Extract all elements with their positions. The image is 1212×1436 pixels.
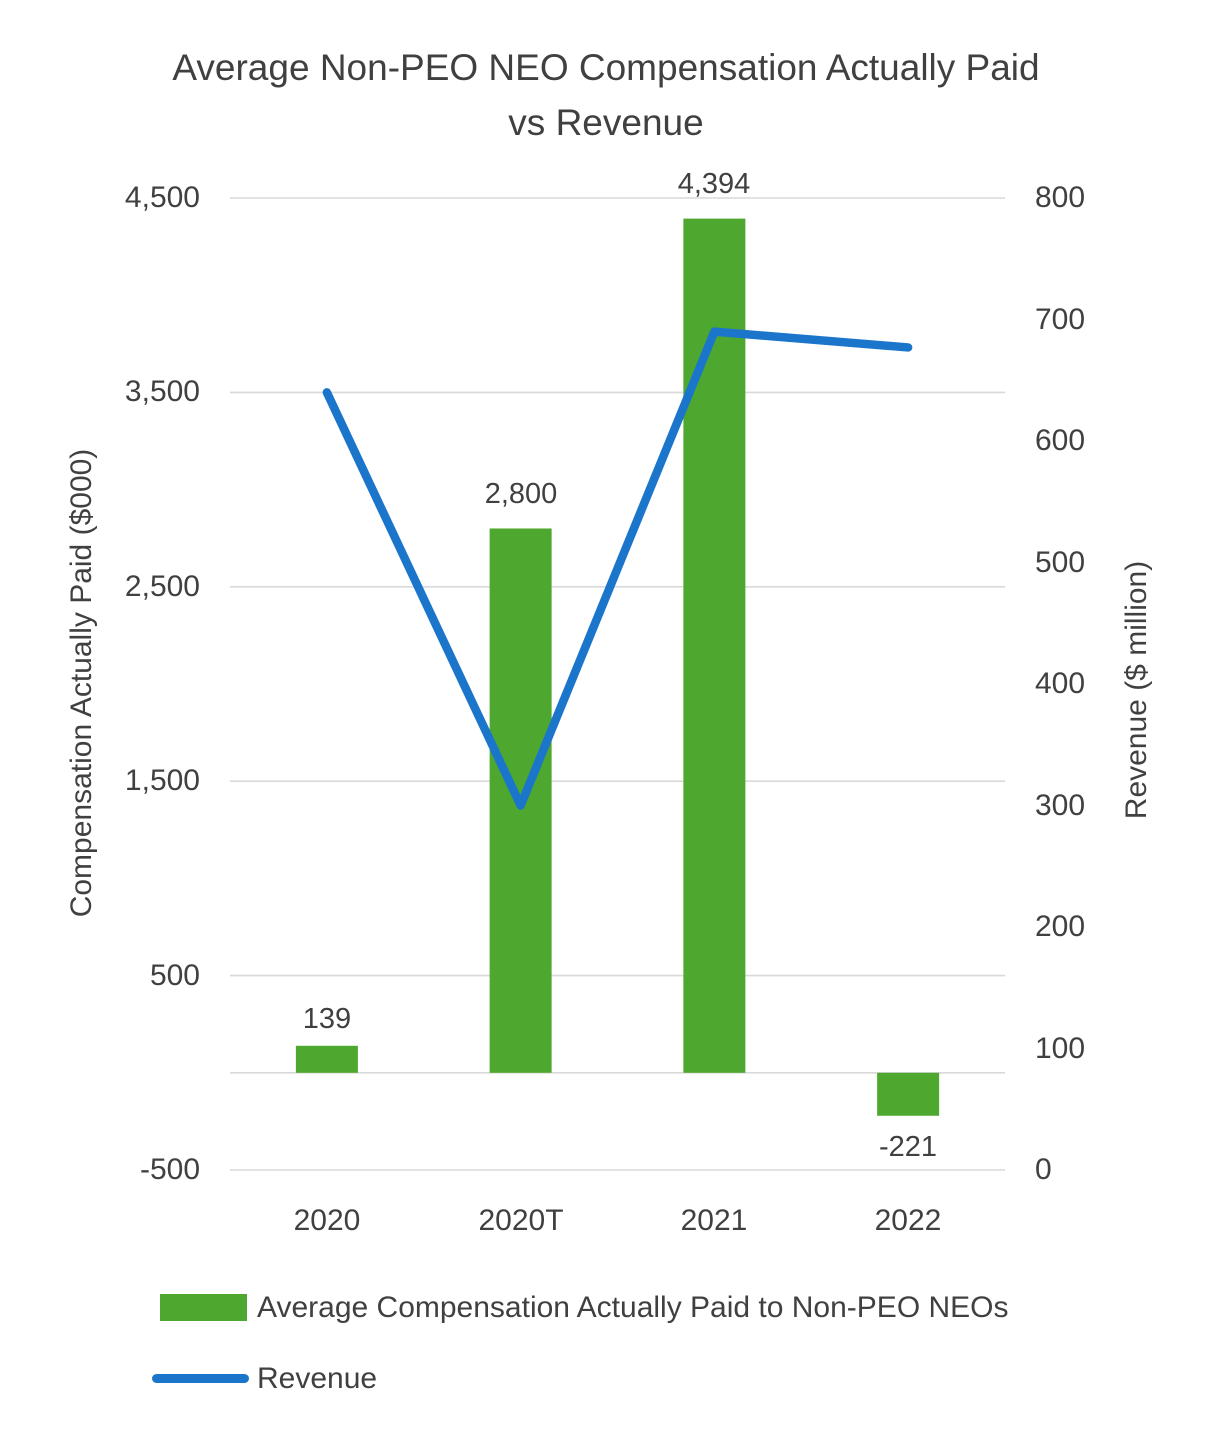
right-axis-tick: 400 xyxy=(1035,667,1086,700)
right-axis-tick: 0 xyxy=(1035,1153,1052,1186)
chart-title: Average Non-PEO NEO Compensation Actuall… xyxy=(172,47,1040,143)
right-axis-tick: 100 xyxy=(1035,1032,1086,1065)
right-axis-tick: 700 xyxy=(1035,303,1086,336)
legend-label-bar: Average Compensation Actually Paid to No… xyxy=(257,1291,1009,1324)
legend-swatch-line xyxy=(152,1374,249,1383)
category-label: 2020T xyxy=(478,1204,564,1237)
left-axis-tick: 3,500 xyxy=(124,375,200,408)
left-axis-tick: 2,500 xyxy=(124,570,200,603)
left-axis-tick: 4,500 xyxy=(124,181,200,214)
legend-swatch-bar xyxy=(160,1294,247,1321)
bar-2020 xyxy=(295,1045,358,1073)
bar-2021 xyxy=(683,218,746,1073)
right-axis-tick: 300 xyxy=(1035,789,1086,822)
bar-data-label: 2,800 xyxy=(484,478,558,510)
left-axis-tick: -500 xyxy=(139,1153,200,1186)
left-axis-tick: 500 xyxy=(149,959,200,992)
right-axis-tick: 800 xyxy=(1035,181,1086,214)
left-axis-title: Compensation Actually Paid ($000) xyxy=(65,448,98,918)
bar-data-label: 4,394 xyxy=(677,168,751,200)
right-axis-tick: 600 xyxy=(1035,424,1086,457)
revenue-line xyxy=(322,327,913,810)
category-label: 2021 xyxy=(680,1204,748,1237)
category-label: 2020 xyxy=(293,1204,361,1237)
right-axis-tick: 500 xyxy=(1035,546,1086,579)
bar-2022 xyxy=(877,1072,940,1116)
right-axis-tick: 200 xyxy=(1035,910,1086,943)
left-axis-tick: 1,500 xyxy=(124,764,200,797)
bar-data-label: -221 xyxy=(878,1131,938,1163)
category-label: 2022 xyxy=(874,1204,942,1237)
bar-data-label: 139 xyxy=(302,1003,352,1035)
legend-label-line: Revenue xyxy=(257,1362,378,1395)
